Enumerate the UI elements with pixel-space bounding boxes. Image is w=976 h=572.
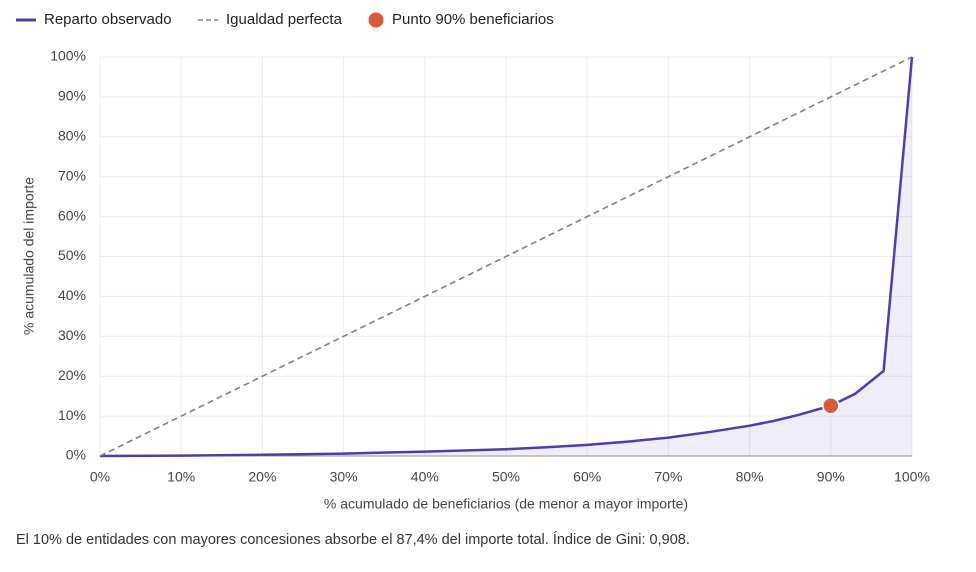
x-tick-label: 70% — [654, 469, 682, 485]
y-tick-label: 10% — [58, 407, 86, 423]
x-tick-label: 10% — [167, 469, 195, 485]
y-tick-label: 100% — [50, 48, 86, 64]
y-tick-label: 20% — [58, 367, 86, 383]
x-tick-label: 30% — [330, 469, 358, 485]
caption: El 10% de entidades con mayores concesio… — [16, 531, 690, 548]
y-tick-label: 90% — [58, 88, 86, 104]
x-tick-label: 80% — [736, 469, 764, 485]
point — [822, 396, 840, 415]
y-tick-label: 70% — [58, 167, 86, 183]
x-tick-label: 50% — [492, 469, 520, 485]
y-tick-label: 30% — [58, 327, 86, 343]
x-tick-label: 90% — [817, 469, 845, 485]
legend-swatch — [368, 12, 384, 28]
legend-label: Igualdad perfecta — [226, 11, 343, 28]
y-tick-label: 50% — [58, 247, 86, 263]
legend-label: Punto 90% beneficiarios — [392, 11, 554, 28]
x-tick-label: 60% — [573, 469, 601, 485]
x-tick-label: 40% — [411, 469, 439, 485]
y-axis-label: % acumulado del importe — [21, 177, 37, 335]
x-tick-label: 100% — [894, 469, 930, 485]
x-tick-label: 20% — [248, 469, 276, 485]
x-tick-label: 0% — [90, 469, 110, 485]
y-tick-label: 80% — [58, 128, 86, 144]
y-tick-label: 60% — [58, 207, 86, 223]
area — [100, 57, 912, 456]
legend-label: Reparto observado — [44, 11, 172, 28]
y-tick-label: 40% — [58, 287, 86, 303]
line — [99, 56, 913, 457]
y-tick-label: 0% — [66, 447, 86, 463]
x-axis-label: % acumulado de beneficiarios (de menor a… — [324, 496, 688, 512]
